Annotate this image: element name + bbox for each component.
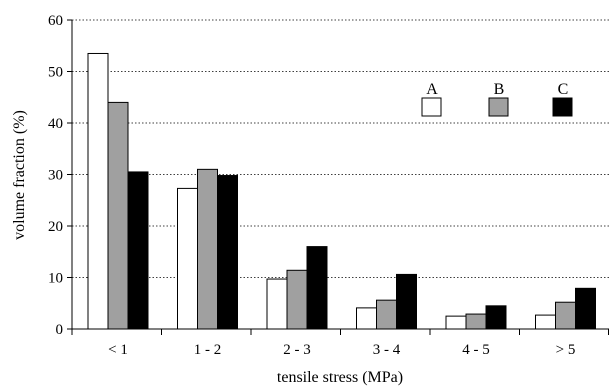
bar-b: [107, 101, 129, 330]
y-tick-label: 60: [48, 13, 63, 29]
x-tick-label: 3 - 4: [373, 342, 401, 358]
x-tick-labels: < 1 1 - 2 2 - 3 3 - 4 4 - 5 > 5: [108, 342, 575, 358]
bar-c: [217, 175, 238, 330]
grid-lines: [72, 19, 609, 278]
legend-label-a: A: [426, 81, 438, 98]
x-tick-label: 1 - 2: [194, 342, 222, 358]
bar-a: [356, 307, 377, 330]
y-axis-label: volume fraction (%): [11, 110, 28, 240]
y-tick-label: 20: [48, 219, 63, 235]
bar-a: [266, 278, 288, 330]
y-tick-label: 0: [56, 322, 64, 338]
y-tick-label: 10: [48, 271, 63, 287]
bar-a: [535, 314, 556, 330]
bar-a: [177, 187, 198, 330]
bar-c: [575, 287, 596, 330]
x-tick-label: < 1: [108, 342, 128, 358]
y-tick-label: 30: [48, 168, 63, 184]
legend: A B C: [421, 81, 573, 117]
legend-label-b: B: [494, 81, 505, 98]
bar-b: [555, 301, 576, 330]
y-tick-labels: 0 10 20 30 40 50 60: [48, 13, 63, 338]
bar-c: [396, 273, 417, 330]
axes: [67, 19, 609, 335]
legend-swatch-a: [421, 97, 442, 117]
bar-c: [306, 246, 328, 330]
bar-a: [445, 315, 467, 330]
bars: [87, 52, 596, 330]
bar-c: [127, 171, 149, 330]
y-tick-label: 50: [48, 65, 63, 81]
y-tick-label: 40: [48, 116, 63, 132]
legend-label-c: C: [558, 81, 569, 98]
x-axis-label: tensile stress (MPa): [277, 369, 403, 386]
x-tick-label: 2 - 3: [283, 342, 311, 358]
bar-c: [485, 305, 507, 330]
bar-a: [87, 52, 109, 330]
bar-b: [465, 313, 487, 330]
bar-b: [286, 269, 308, 330]
bar-b: [197, 168, 218, 330]
bar-b: [376, 299, 397, 330]
legend-swatch-c: [552, 97, 573, 117]
x-tick-label: > 5: [556, 342, 576, 358]
x-tick-label: 4 - 5: [462, 342, 490, 358]
legend-swatch-b: [488, 97, 509, 117]
